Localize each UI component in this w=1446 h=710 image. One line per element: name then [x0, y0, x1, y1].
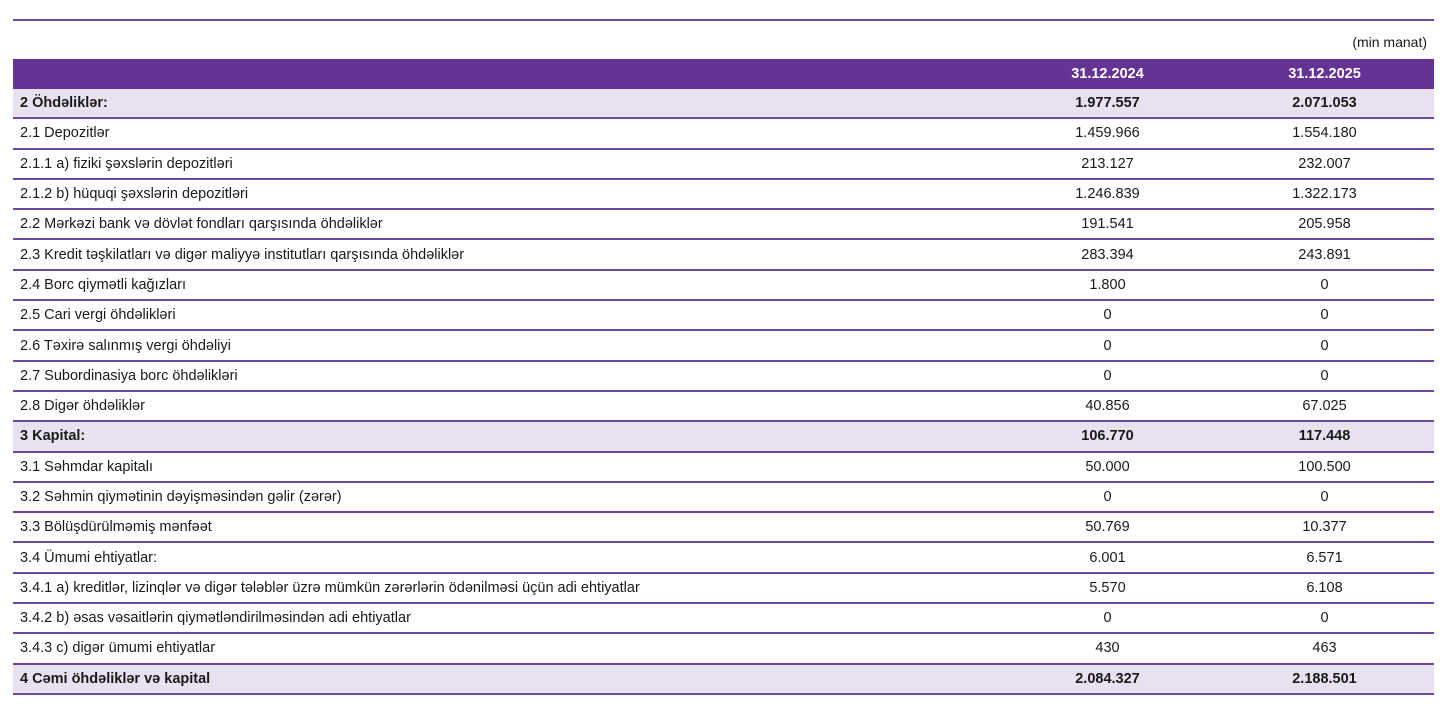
value-2024: 6.001 — [1000, 542, 1215, 574]
row-label: 3.4.2 b) əsas vəsaitlərin qiymətləndiril… — [13, 603, 1000, 635]
value-2025: 6.108 — [1215, 572, 1434, 605]
liabilities-capital-table: 31.12.2024 31.12.2025 2 Öhdəliklər: 1.977… — [13, 59, 1434, 695]
value-2025: 463 — [1215, 633, 1434, 665]
value-2025: 243.891 — [1215, 239, 1434, 271]
value-2025: 0 — [1215, 330, 1434, 362]
row-label: 2.1.1 a) fiziki şəxslərin depozitləri — [13, 148, 1000, 180]
row-label: 4 Cəmi öhdəliklər və kapital — [13, 663, 1000, 695]
table-row: 3.2 Səhmin qiymətinin dəyişməsindən gəli… — [13, 481, 1434, 514]
value-2024: 5.570 — [1000, 572, 1215, 605]
row-label: 3.2 Səhmin qiymətinin dəyişməsindən gəli… — [13, 481, 1000, 514]
value-2025: 1.554.180 — [1215, 118, 1434, 150]
table-row: 2.1.1 a) fiziki şəxslərin depozitləri 213… — [13, 148, 1434, 180]
table-header: 31.12.2024 31.12.2025 — [13, 59, 1434, 89]
unit-label: (min manat) — [1352, 34, 1427, 50]
table-row: 3.1 Səhmdar kapitalı 50.000 100.500 — [13, 451, 1434, 483]
row-label: 2.8 Digər öhdəliklər — [13, 390, 1000, 423]
row-label: 2.5 Cari vergi öhdəlikləri — [13, 300, 1000, 332]
row-label: 3 Kapital: — [13, 421, 1000, 453]
value-2024: 0 — [1000, 300, 1215, 332]
row-label: 3.4.1 a) kreditlər, lizinqlər və digər t… — [13, 572, 1000, 605]
value-2024: 430 — [1000, 633, 1215, 665]
value-2024: 1.459.966 — [1000, 118, 1215, 150]
table-row: 2.7 Subordinasiya borc öhdəlikləri 0 0 — [13, 360, 1434, 392]
table-row-section: 2 Öhdəliklər: 1.977.557 2.071.053 — [13, 89, 1434, 120]
value-2025: 0 — [1215, 481, 1434, 514]
table-row: 2.8 Digər öhdəliklər 40.856 67.025 — [13, 390, 1434, 423]
value-2025: 6.571 — [1215, 542, 1434, 574]
header-label — [13, 59, 1000, 89]
table-row: 2.3 Kredit təşkilatları və digər maliyyə… — [13, 239, 1434, 271]
row-label: 3.3 Bölüşdürülməmiş mənfəət — [13, 512, 1000, 544]
value-2024: 0 — [1000, 360, 1215, 392]
value-2025: 205.958 — [1215, 209, 1434, 241]
value-2024: 1.977.557 — [1000, 89, 1215, 120]
table-row: 3.4.3 c) digər ümumi ehtiyatlar 430 463 — [13, 633, 1434, 665]
table-row: 3.4.2 b) əsas vəsaitlərin qiymətləndiril… — [13, 603, 1434, 635]
row-label: 2.2 Mərkəzi bank və dövlət fondları qarş… — [13, 209, 1000, 241]
value-2024: 213.127 — [1000, 148, 1215, 180]
row-label: 2.3 Kredit təşkilatları və digər maliyyə… — [13, 239, 1000, 271]
value-2025: 117.448 — [1215, 421, 1434, 453]
value-2024: 1.246.839 — [1000, 178, 1215, 211]
table-row: 2.1.2 b) hüquqi şəxslərin depozitləri 1.2… — [13, 178, 1434, 211]
value-2024: 50.000 — [1000, 451, 1215, 483]
value-2024: 0 — [1000, 481, 1215, 514]
row-label: 2.7 Subordinasiya borc öhdəlikləri — [13, 360, 1000, 392]
value-2025: 0 — [1215, 603, 1434, 635]
table-row: 3.3 Bölüşdürülməmiş mənfəət 50.769 10.377 — [13, 512, 1434, 544]
row-label: 2 Öhdəliklər: — [13, 89, 1000, 120]
table-row-section: 4 Cəmi öhdəliklər və kapital 2.084.327 2.1… — [13, 663, 1434, 695]
table-row: 3.4.1 a) kreditlər, lizinqlər və digər t… — [13, 572, 1434, 605]
value-2025: 100.500 — [1215, 451, 1434, 483]
top-rule — [13, 19, 1434, 21]
value-2024: 50.769 — [1000, 512, 1215, 544]
value-2024: 0 — [1000, 330, 1215, 362]
table-row: 2.4 Borc qiymətli kağızları 1.800 0 — [13, 269, 1434, 302]
value-2024: 1.800 — [1000, 269, 1215, 302]
value-2025: 0 — [1215, 269, 1434, 302]
value-2025: 2.188.501 — [1215, 663, 1434, 695]
value-2025: 10.377 — [1215, 512, 1434, 544]
row-label: 3.4 Ümumi ehtiyatlar: — [13, 542, 1000, 574]
row-label: 2.6 Təxirə salınmış vergi öhdəliyi — [13, 330, 1000, 362]
row-label: 3.1 Səhmdar kapitalı — [13, 451, 1000, 483]
value-2024: 106.770 — [1000, 421, 1215, 453]
value-2025: 2.071.053 — [1215, 89, 1434, 120]
value-2024: 2.084.327 — [1000, 663, 1215, 695]
value-2025: 0 — [1215, 300, 1434, 332]
table-row: 2.2 Mərkəzi bank və dövlət fondları qarş… — [13, 209, 1434, 241]
table-row: 2.6 Təxirə salınmış vergi öhdəliyi 0 0 — [13, 330, 1434, 362]
table-row: 2.5 Cari vergi öhdəlikləri 0 0 — [13, 300, 1434, 332]
table-row-section: 3 Kapital: 106.770 117.448 — [13, 421, 1434, 453]
value-2024: 0 — [1000, 603, 1215, 635]
value-2024: 40.856 — [1000, 390, 1215, 423]
value-2024: 191.541 — [1000, 209, 1215, 241]
value-2025: 232.007 — [1215, 148, 1434, 180]
row-label: 3.4.3 c) digər ümumi ehtiyatlar — [13, 633, 1000, 665]
table-row: 3.4 Ümumi ehtiyatlar: 6.001 6.571 — [13, 542, 1434, 574]
value-2025: 0 — [1215, 360, 1434, 392]
value-2024: 283.394 — [1000, 239, 1215, 271]
value-2025: 67.025 — [1215, 390, 1434, 423]
row-label: 2.4 Borc qiymətli kağızları — [13, 269, 1000, 302]
row-label: 2.1.2 b) hüquqi şəxslərin depozitləri — [13, 178, 1000, 211]
table-row: 2.1 Depozitlər 1.459.966 1.554.180 — [13, 118, 1434, 150]
row-label: 2.1 Depozitlər — [13, 118, 1000, 150]
value-2025: 1.322.173 — [1215, 178, 1434, 211]
header-2025: 31.12.2025 — [1215, 59, 1434, 89]
header-2024: 31.12.2024 — [1000, 59, 1215, 89]
